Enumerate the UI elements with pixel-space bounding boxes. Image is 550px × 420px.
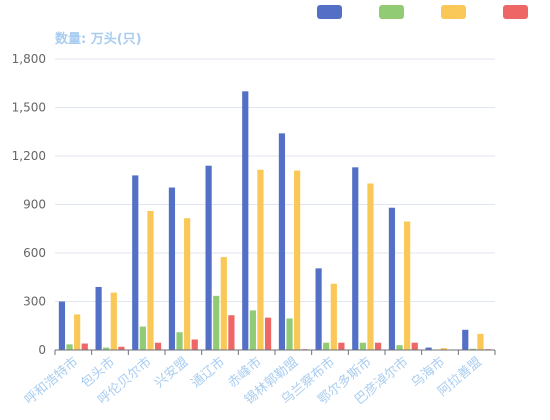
bar-1-12[interactable] — [462, 329, 469, 350]
x-tick-label: 呼和浩特市 — [21, 354, 81, 408]
bar-1-3[interactable] — [132, 175, 139, 350]
gridlines — [55, 58, 495, 302]
legend-swatch-3[interactable] — [441, 5, 466, 19]
bar-1-1[interactable] — [58, 301, 66, 351]
bar-4-6[interactable] — [264, 317, 272, 350]
bar-1-2[interactable] — [95, 286, 102, 350]
y-tick-label: 1,800 — [12, 52, 46, 66]
bar-1-8[interactable] — [315, 268, 322, 350]
bar-2-9[interactable] — [359, 342, 366, 350]
legend-swatch-1[interactable] — [317, 5, 342, 19]
x-tick-label: 通辽市 — [188, 354, 228, 391]
bar-2-8[interactable] — [323, 342, 330, 350]
bar-1-9[interactable] — [352, 167, 359, 350]
bar-4-8[interactable] — [338, 342, 345, 350]
y-tick-label: 1,200 — [12, 149, 46, 163]
bar-3-5[interactable] — [220, 257, 227, 350]
bar-3-2[interactable] — [110, 292, 117, 350]
legend-swatch-4[interactable] — [503, 5, 528, 19]
bar-4-10[interactable] — [411, 342, 418, 350]
bar-3-1[interactable] — [74, 314, 81, 350]
bar-2-7[interactable] — [286, 318, 293, 350]
bars — [58, 91, 492, 351]
y-tick-label: 300 — [23, 295, 46, 309]
bar-1-4[interactable] — [168, 187, 176, 350]
bar-3-8[interactable] — [330, 283, 337, 350]
bar-3-12[interactable] — [477, 333, 484, 350]
y-tick-label: 0 — [38, 343, 46, 357]
bar-1-5[interactable] — [205, 165, 212, 350]
bar-4-5[interactable] — [228, 315, 235, 350]
bar-3-7[interactable] — [294, 170, 301, 350]
bar-3-3[interactable] — [147, 210, 154, 350]
y-tick-label: 900 — [23, 198, 46, 212]
bar-3-6[interactable] — [257, 169, 264, 350]
y-tick-label: 1,500 — [12, 101, 46, 115]
bar-2-3[interactable] — [139, 326, 146, 350]
y-axis: 0 300 600 900 1,200 1,500 1,800 — [12, 52, 46, 357]
x-tick-label: 兴安盟 — [152, 355, 192, 392]
bar-4-4[interactable] — [191, 339, 198, 350]
bar-2-6[interactable] — [249, 310, 256, 350]
y-tick-label: 600 — [23, 246, 46, 260]
bar-3-4[interactable] — [184, 218, 191, 350]
bar-2-5[interactable] — [213, 295, 220, 350]
bar-1-10[interactable] — [388, 207, 396, 350]
legend-swatch-2[interactable] — [379, 5, 404, 19]
bar-3-9[interactable] — [367, 183, 374, 350]
bar-4-9[interactable] — [374, 342, 382, 350]
bar-4-2[interactable] — [118, 346, 125, 350]
bar-2-10[interactable] — [396, 345, 403, 350]
y-axis-unit-label: 数量: 万头(只) — [55, 31, 142, 47]
x-axis: 呼和浩特市包头市呼伦贝尔市兴安盟通辽市赤峰市锡林郭勒盟乌兰察布市鄂尔多斯市巴彦淖… — [21, 350, 496, 408]
bar-4-3[interactable] — [154, 342, 162, 350]
bar-3-10[interactable] — [404, 221, 411, 350]
legend[interactable] — [317, 5, 528, 19]
bar-3-11[interactable] — [440, 348, 447, 350]
bar-1-6[interactable] — [242, 91, 249, 350]
bar-2-2[interactable] — [103, 347, 110, 350]
bar-4-1[interactable] — [81, 343, 88, 350]
bar-2-1[interactable] — [66, 344, 73, 350]
bar-1-7[interactable] — [278, 133, 286, 350]
bar-2-4[interactable] — [176, 332, 183, 350]
bar-1-11[interactable] — [425, 347, 432, 350]
bar-2-12[interactable] — [469, 348, 476, 350]
